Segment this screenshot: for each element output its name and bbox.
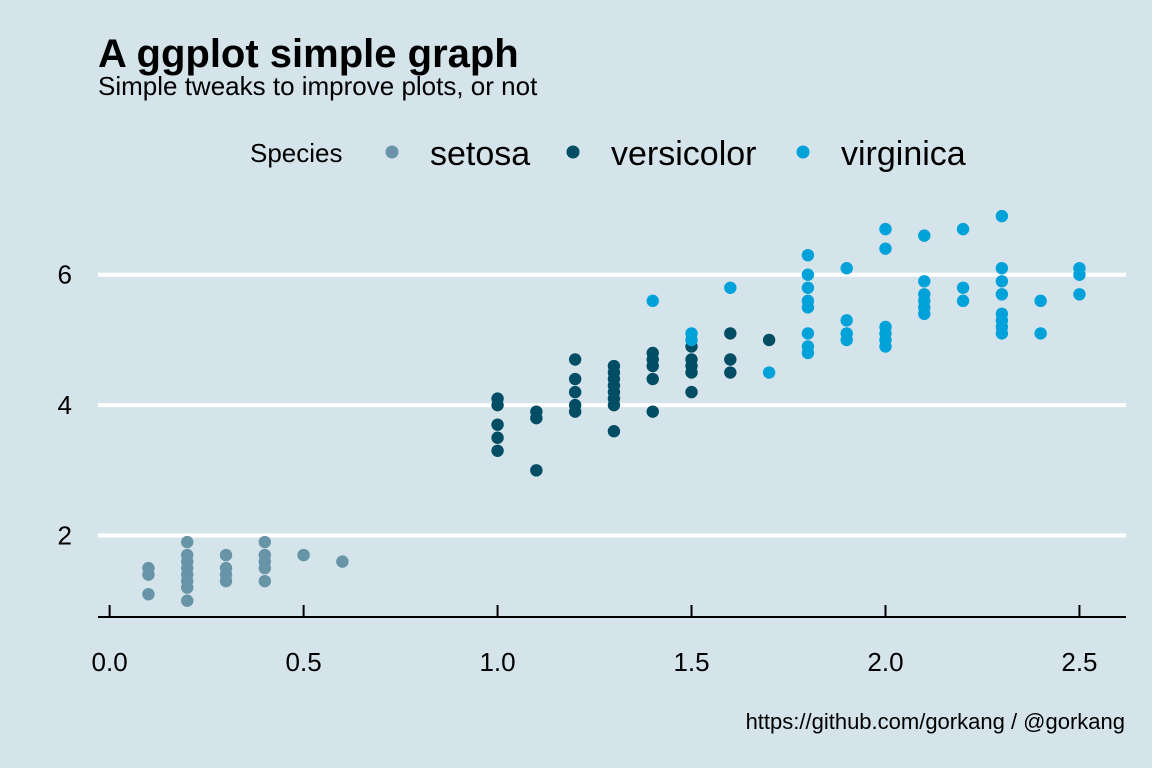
data-point-virginica bbox=[995, 288, 1009, 301]
x-tick-label: 1.0 bbox=[479, 647, 515, 677]
data-point-virginica bbox=[995, 262, 1009, 275]
data-point-virginica bbox=[995, 307, 1009, 321]
data-point-versicolor bbox=[607, 359, 621, 373]
y-tick-label: 6 bbox=[58, 260, 72, 290]
data-point-virginica bbox=[995, 209, 1009, 223]
data-point-setosa bbox=[297, 548, 310, 562]
x-tick-label: 0.5 bbox=[286, 647, 322, 677]
data-point-virginica bbox=[918, 288, 931, 301]
x-tick-label: 0.0 bbox=[92, 647, 128, 677]
data-point-virginica bbox=[762, 366, 776, 379]
data-point-setosa bbox=[219, 561, 233, 575]
data-point-virginica bbox=[724, 281, 737, 294]
data-point-virginica bbox=[995, 275, 1009, 288]
data-points bbox=[142, 209, 1086, 607]
chart-subtitle: Simple tweaks to improve plots, or not bbox=[98, 71, 538, 101]
data-point-versicolor bbox=[646, 372, 659, 386]
legend-key-setosa bbox=[385, 145, 399, 159]
data-point-versicolor bbox=[530, 405, 543, 418]
legend: Species setosa versicolor virginica bbox=[250, 135, 966, 173]
data-point-virginica bbox=[1034, 294, 1047, 308]
x-tick-label: 1.5 bbox=[673, 647, 709, 677]
legend-key-virginica bbox=[796, 145, 810, 159]
data-point-versicolor bbox=[724, 353, 737, 366]
data-point-virginica bbox=[918, 275, 931, 288]
data-point-virginica bbox=[801, 340, 815, 353]
x-tick-label: 2.0 bbox=[867, 647, 903, 677]
chart-title: A ggplot simple graph bbox=[98, 32, 519, 76]
data-point-virginica bbox=[801, 248, 815, 262]
data-point-virginica bbox=[879, 222, 892, 236]
data-point-versicolor bbox=[568, 385, 582, 399]
data-point-setosa bbox=[258, 548, 272, 562]
legend-title: Species bbox=[250, 138, 343, 168]
data-point-versicolor bbox=[491, 418, 504, 431]
x-tick-label: 2.5 bbox=[1061, 647, 1097, 677]
data-point-virginica bbox=[879, 320, 892, 334]
data-point-virginica bbox=[801, 327, 815, 340]
data-point-versicolor bbox=[685, 353, 698, 366]
data-point-virginica bbox=[801, 294, 815, 308]
chart-caption: https://github.com/gorkang / @gorkang bbox=[746, 709, 1125, 734]
data-point-virginica bbox=[1073, 262, 1086, 275]
data-point-versicolor bbox=[530, 464, 543, 477]
data-point-setosa bbox=[142, 587, 155, 601]
data-point-versicolor bbox=[607, 425, 621, 438]
y-tick-label: 2 bbox=[58, 521, 72, 551]
legend-key-versicolor bbox=[566, 145, 580, 159]
data-point-setosa bbox=[336, 555, 349, 568]
data-point-versicolor bbox=[762, 333, 776, 347]
data-point-virginica bbox=[1034, 327, 1047, 340]
data-point-versicolor bbox=[491, 431, 504, 444]
data-point-versicolor bbox=[646, 346, 659, 360]
data-point-virginica bbox=[840, 327, 853, 340]
y-axis-tick-labels: 2 4 6 bbox=[58, 260, 72, 551]
data-point-virginica bbox=[801, 281, 815, 294]
data-point-versicolor bbox=[568, 398, 582, 412]
data-point-setosa bbox=[258, 574, 272, 588]
legend-label-setosa: setosa bbox=[430, 135, 530, 173]
data-point-versicolor bbox=[568, 353, 582, 366]
legend-label-virginica: virginica bbox=[841, 135, 966, 173]
data-point-versicolor bbox=[724, 366, 737, 379]
data-point-virginica bbox=[918, 229, 931, 242]
data-point-versicolor bbox=[646, 405, 659, 418]
data-point-setosa bbox=[258, 535, 272, 549]
x-axis: 0.0 0.5 1.0 1.5 2.0 2.5 bbox=[92, 605, 1126, 677]
data-point-setosa bbox=[219, 548, 233, 562]
y-tick-label: 4 bbox=[58, 390, 72, 420]
data-point-setosa bbox=[181, 594, 194, 607]
data-point-virginica bbox=[956, 294, 970, 308]
legend-label-versicolor: versicolor bbox=[611, 135, 756, 173]
data-point-versicolor bbox=[491, 392, 504, 405]
data-point-versicolor bbox=[491, 444, 504, 457]
data-point-virginica bbox=[956, 222, 970, 236]
data-point-versicolor bbox=[685, 385, 698, 399]
data-point-versicolor bbox=[724, 327, 737, 340]
data-point-virginica bbox=[801, 268, 815, 281]
data-point-virginica bbox=[646, 294, 659, 308]
data-point-virginica bbox=[840, 314, 853, 327]
data-point-virginica bbox=[1073, 288, 1086, 301]
data-point-setosa bbox=[142, 561, 155, 575]
data-point-virginica bbox=[685, 327, 698, 340]
data-point-virginica bbox=[840, 262, 853, 275]
data-point-versicolor bbox=[568, 372, 582, 386]
data-point-virginica bbox=[879, 242, 892, 255]
data-point-virginica bbox=[956, 281, 970, 294]
data-point-setosa bbox=[181, 548, 194, 562]
data-point-setosa bbox=[181, 535, 194, 549]
